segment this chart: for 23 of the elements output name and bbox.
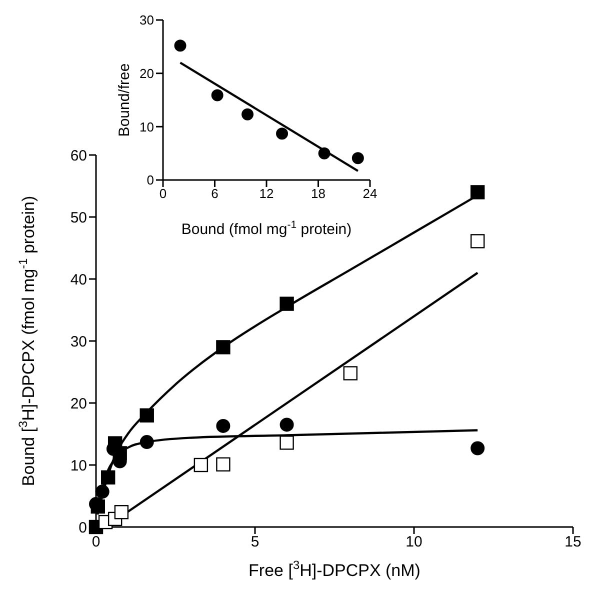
y-tick-label: 10	[70, 457, 87, 474]
x-tick-label: 6	[211, 186, 218, 202]
y-axis-title: Bound/free	[116, 63, 133, 137]
y-tick-label: 20	[70, 395, 87, 412]
y-tick-label: 40	[70, 271, 87, 288]
x-tick-label: 0	[92, 534, 100, 551]
x-tick-label: 10	[406, 534, 422, 551]
x-axis-title: Bound (fmol mg$^{-1}$ protein)	[181, 219, 352, 238]
y-tick-label: 10	[140, 119, 154, 134]
y-tick-label: 50	[70, 209, 87, 226]
y-tick-label: 30	[70, 333, 87, 350]
y-tick-label: 60	[70, 147, 87, 164]
x-tick-label: 15	[564, 534, 582, 551]
x-axis-title: Free [$^{3}$H]-DPCPX (nM)	[248, 558, 420, 580]
x-tick-label: 18	[311, 186, 326, 202]
y-tick-label: 30	[140, 12, 154, 28]
y-tick-label: 0	[78, 519, 87, 536]
x-tick-label: 12	[259, 186, 274, 202]
y-tick-label: 20	[140, 66, 154, 81]
x-tick-label: 5	[250, 534, 260, 551]
x-tick-label: 24	[362, 186, 378, 202]
x-tick-label: 0	[159, 186, 167, 202]
y-tick-label: 0	[146, 172, 154, 188]
